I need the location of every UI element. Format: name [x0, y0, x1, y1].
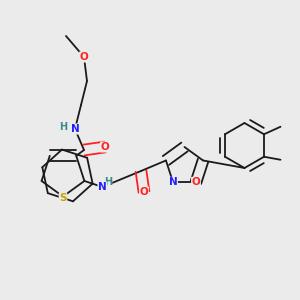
Text: O: O [80, 52, 88, 62]
Text: S: S [59, 193, 67, 203]
Text: O: O [100, 142, 109, 152]
Text: N: N [169, 177, 177, 187]
Text: H: H [104, 178, 112, 188]
Text: N: N [98, 182, 107, 192]
Text: H: H [59, 122, 68, 133]
Text: O: O [192, 177, 200, 187]
Text: N: N [70, 124, 80, 134]
Text: O: O [140, 187, 148, 197]
